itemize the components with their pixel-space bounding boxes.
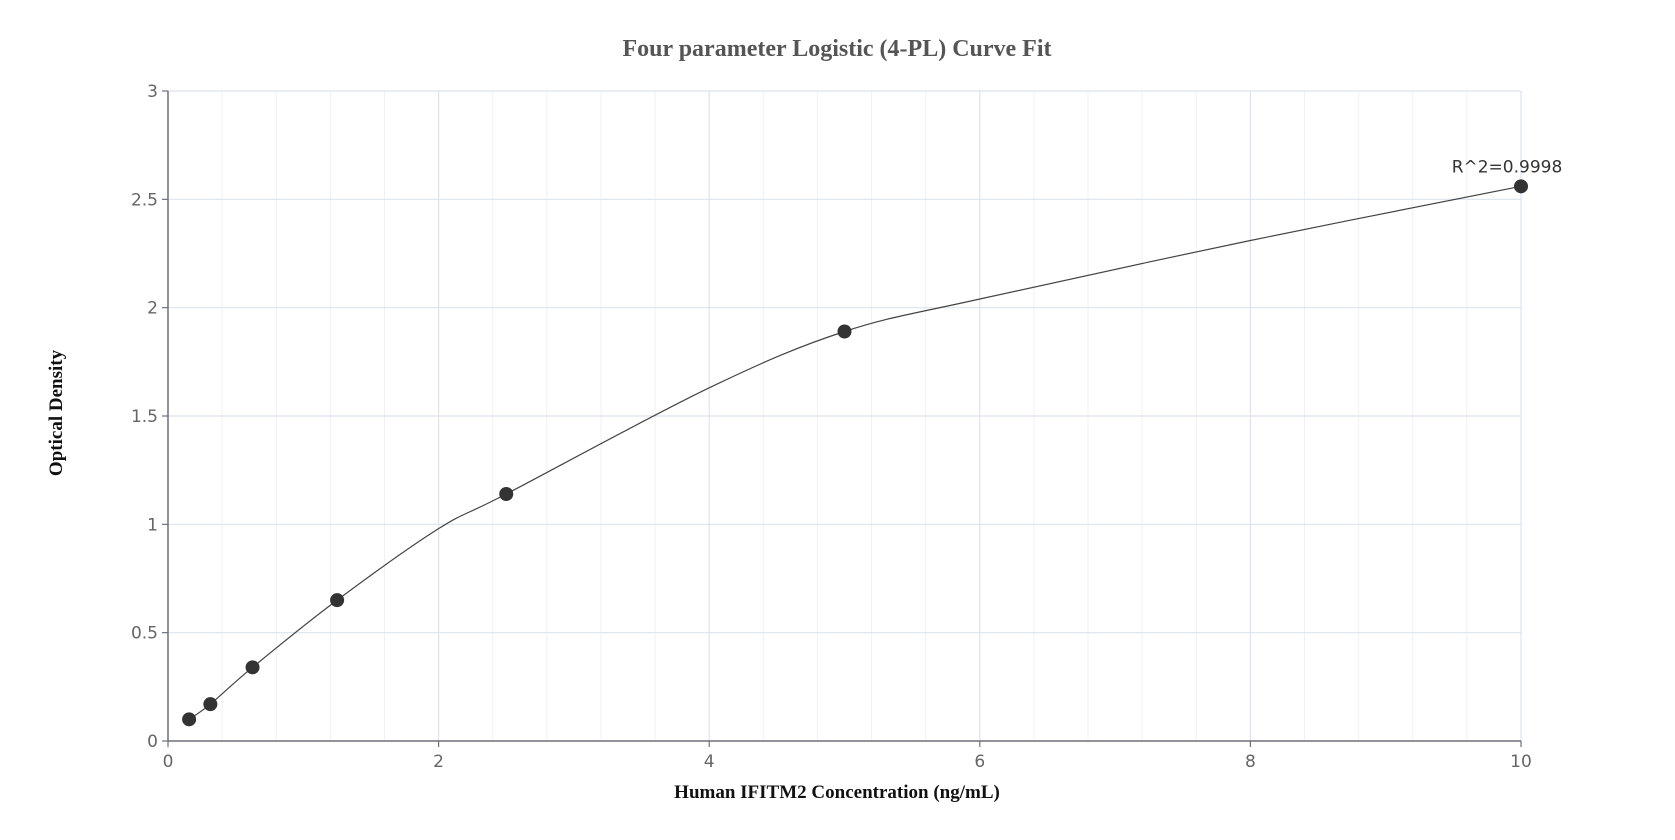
axes: 0 2 4 6 8 10 0 0.5 1 1.5 2 2.5 3 [131, 82, 1532, 772]
x-tick-label: 4 [704, 752, 715, 772]
y-tick-label: 2.5 [131, 190, 158, 210]
data-point [330, 593, 345, 608]
grid [168, 90, 1522, 741]
x-tick-label: 10 [1510, 752, 1532, 772]
x-tick-label: 2 [433, 752, 444, 772]
y-axis-label: Optical Density [46, 349, 67, 476]
chart-title: Four parameter Logistic (4-PL) Curve Fit [622, 36, 1051, 62]
x-tick-label: 6 [974, 752, 985, 772]
r-squared-annotation: R^2=0.9998 [1452, 157, 1563, 177]
x-tick-label: 0 [163, 752, 174, 772]
y-tick-label: 1.5 [131, 407, 158, 427]
data-points [182, 179, 1528, 727]
fit-curve-layer [188, 185, 1522, 720]
fit-curve [188, 185, 1522, 720]
data-point [182, 712, 197, 727]
y-tick-label: 3 [147, 82, 158, 102]
x-tick-label: 8 [1245, 752, 1256, 772]
data-point [837, 324, 852, 339]
data-point [499, 487, 514, 501]
y-tick-label: 2 [147, 299, 158, 319]
y-tick-label: 0 [147, 732, 158, 752]
y-tick-label: 1 [147, 515, 158, 535]
data-point [203, 697, 218, 712]
data-point [245, 660, 260, 675]
data-point [1514, 179, 1528, 194]
y-tick-label: 0.5 [131, 624, 158, 644]
x-axis-label: Human IFITM2 Concentration (ng/mL) [674, 782, 1000, 803]
